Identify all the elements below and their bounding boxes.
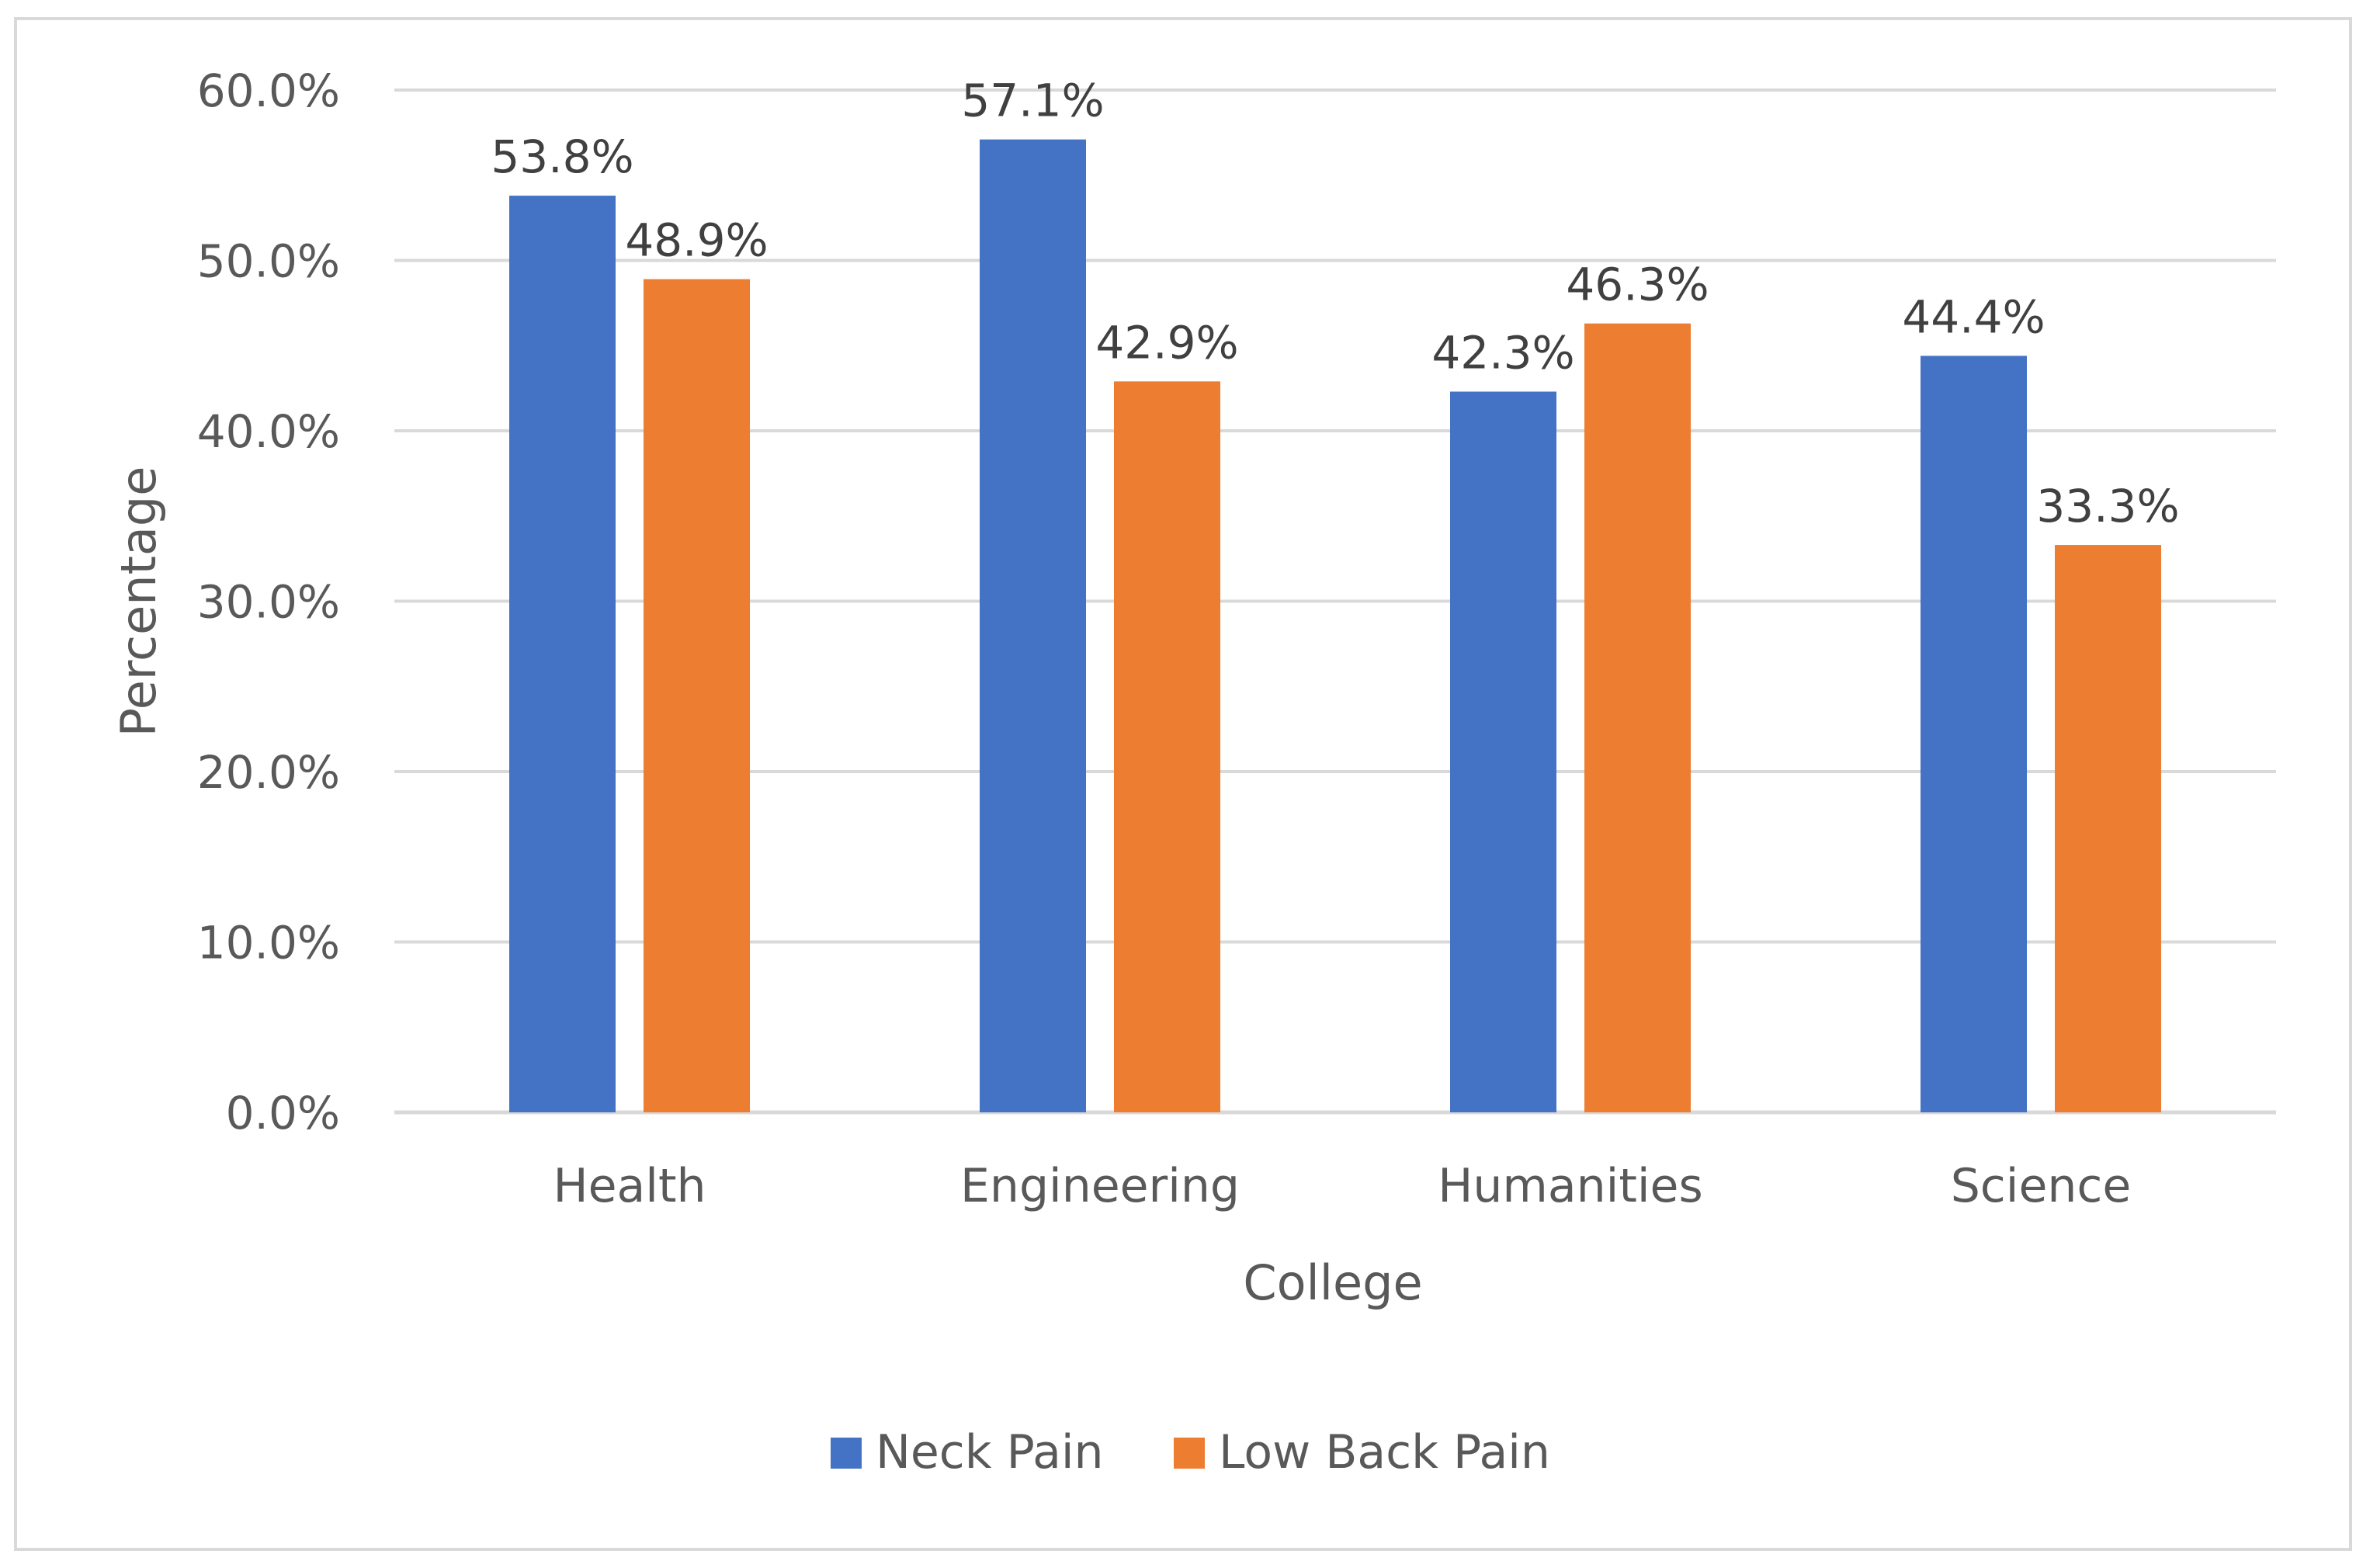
y-tick-label: 30.0% <box>197 576 340 629</box>
y-axis-title: Percentage <box>110 467 167 737</box>
y-tick-label: 50.0% <box>197 235 340 288</box>
x-axis-title: College <box>1243 1254 1422 1311</box>
y-tick-label: 0.0% <box>226 1087 340 1140</box>
bar-neck-pain <box>1450 391 1556 1112</box>
legend-label-neck-pain: Neck Pain <box>876 1425 1104 1480</box>
bar-low-back-pain <box>1584 323 1691 1113</box>
x-tick-label: Health <box>553 1159 706 1213</box>
x-axis-ticks: Health Engineering Humanities Science <box>553 1159 2131 1213</box>
data-label: 33.3% <box>2036 480 2179 532</box>
x-tick-label: Engineering <box>960 1159 1240 1213</box>
data-label: 44.4% <box>1902 290 2045 343</box>
bar-neck-pain <box>1921 356 2027 1112</box>
y-tick-label: 40.0% <box>197 405 340 458</box>
legend: Neck Pain Low Back Pain <box>831 1425 1550 1480</box>
legend-swatch-neck-pain <box>831 1438 862 1469</box>
bar-low-back-pain <box>1114 381 1220 1113</box>
bar-low-back-pain <box>2055 545 2161 1112</box>
y-tick-label: 10.0% <box>197 917 340 970</box>
x-tick-label: Science <box>1951 1159 2132 1213</box>
data-label: 42.9% <box>1095 316 1238 369</box>
legend-swatch-low-back-pain <box>1174 1438 1205 1469</box>
bar-neck-pain <box>980 139 1086 1112</box>
data-labels: 53.8% 48.9% 57.1% 42.9% 42.3% 46.3% 44.4% 33.3% <box>491 75 2179 532</box>
x-tick-label: Humanities <box>1438 1159 1702 1213</box>
data-label: 57.1% <box>961 75 1104 127</box>
bars <box>509 139 2161 1113</box>
data-label: 42.3% <box>1431 327 1574 380</box>
data-label: 48.9% <box>625 214 768 267</box>
y-tick-label: 60.0% <box>197 64 340 117</box>
data-label: 46.3% <box>1566 258 1709 311</box>
legend-label-low-back-pain: Low Back Pain <box>1219 1425 1550 1480</box>
data-label: 53.8% <box>491 130 633 183</box>
y-axis-ticks: 0.0% 10.0% 20.0% 30.0% 40.0% 50.0% 60.0% <box>197 64 340 1140</box>
y-tick-label: 20.0% <box>197 746 340 799</box>
bar-low-back-pain <box>644 279 750 1112</box>
bar-neck-pain <box>509 196 616 1113</box>
